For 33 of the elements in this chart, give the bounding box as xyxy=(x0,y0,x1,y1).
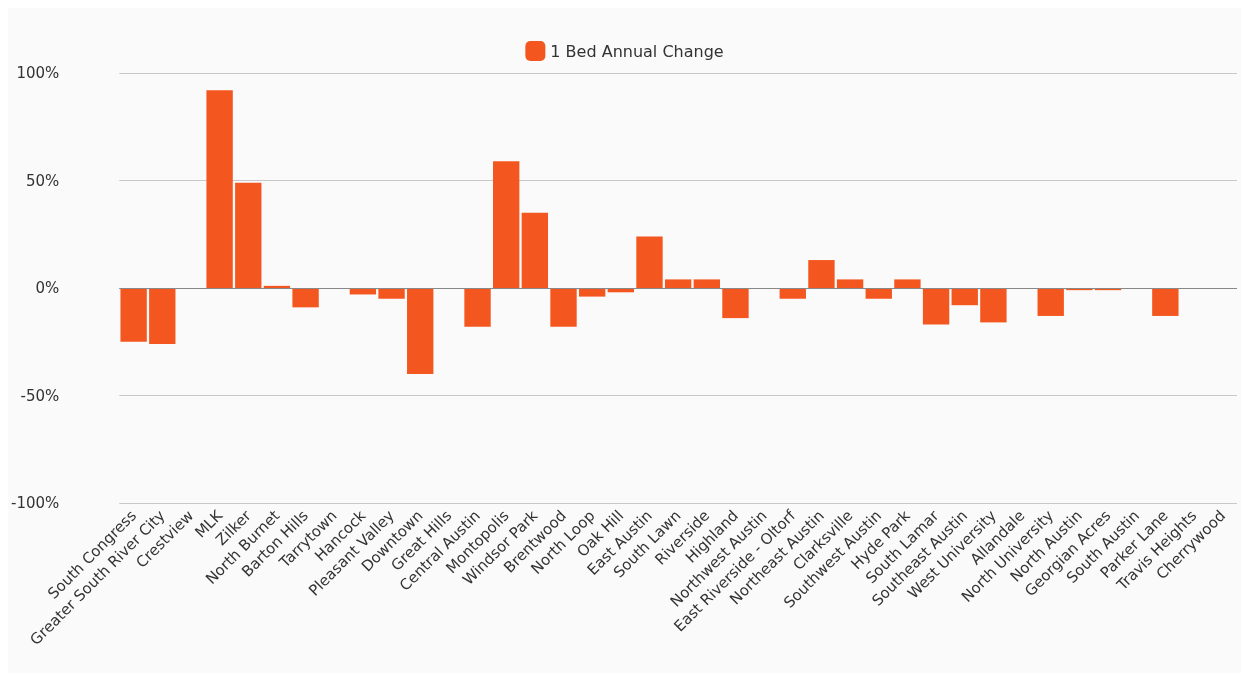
bar xyxy=(636,236,663,288)
bar xyxy=(1152,288,1179,316)
legend-label: 1 Bed Annual Change xyxy=(550,41,724,61)
bar xyxy=(922,288,950,325)
bar xyxy=(378,288,405,299)
bar xyxy=(836,279,864,288)
bar xyxy=(894,279,921,288)
y-tick-label: 50% xyxy=(25,171,60,190)
bar xyxy=(1037,288,1064,316)
bar xyxy=(263,285,291,288)
bar xyxy=(149,288,176,344)
bar xyxy=(550,288,577,327)
y-tick-label: -100% xyxy=(11,494,60,512)
bar xyxy=(493,161,520,288)
bar xyxy=(808,260,835,288)
y-tick-label: 0% xyxy=(35,279,60,297)
bar xyxy=(206,90,233,288)
bar xyxy=(407,288,434,374)
bar xyxy=(120,288,147,342)
y-tick-label: 100% xyxy=(16,64,60,82)
bar xyxy=(521,212,549,288)
bar xyxy=(722,288,749,319)
bar xyxy=(951,288,978,306)
y-tick-label: -50% xyxy=(20,386,60,405)
bar xyxy=(865,288,892,299)
bar xyxy=(693,279,720,288)
bar xyxy=(578,288,606,297)
bar xyxy=(779,288,806,299)
bar xyxy=(980,288,1007,323)
bar xyxy=(235,182,262,288)
bar xyxy=(664,279,692,288)
bar xyxy=(292,288,319,308)
bar xyxy=(464,288,491,327)
